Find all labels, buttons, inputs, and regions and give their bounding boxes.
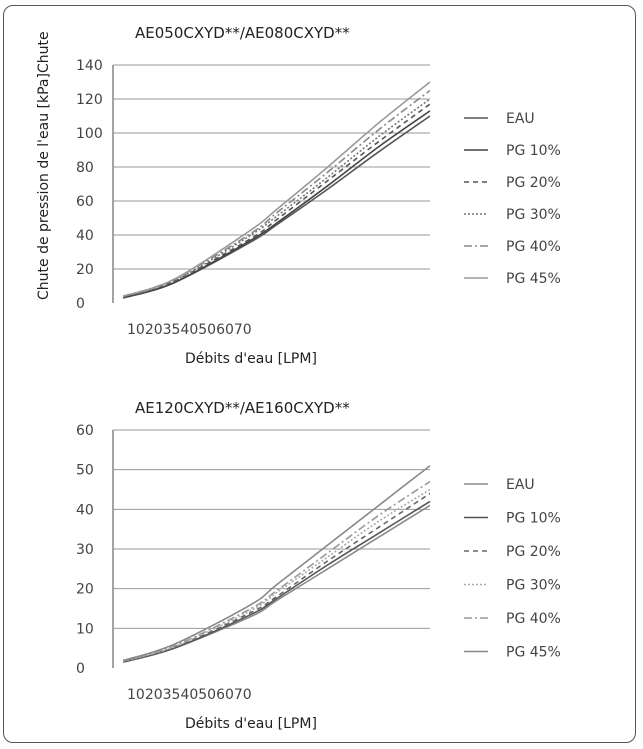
chart2-legend-label: PG 20% bbox=[506, 544, 561, 560]
chart1-ytick-label: 0 bbox=[76, 296, 85, 312]
chart2-ytick-label: 60 bbox=[76, 423, 94, 439]
chart2-ytick-label: 30 bbox=[76, 542, 94, 558]
chart1-series-line-5 bbox=[122, 81, 431, 297]
chart1-legend-label: PG 20% bbox=[506, 175, 561, 191]
chart2-series-line-5 bbox=[122, 465, 431, 662]
chart-2-xticks: 10203540506070 bbox=[127, 687, 252, 703]
chart-1-xticks: 10203540506070 bbox=[127, 322, 252, 338]
chart1-series-line-3 bbox=[122, 98, 431, 297]
chart1-series-line-1 bbox=[122, 110, 431, 299]
chart-1-title: AE050CXYD**/AE080CXYD** bbox=[135, 24, 350, 42]
chart1-legend-label: PG 40% bbox=[506, 239, 561, 255]
chart1-ytick-label: 140 bbox=[76, 58, 103, 74]
chart1-legend-label: EAU bbox=[506, 111, 535, 127]
chart-2-title: AE120CXYD**/AE160CXYD** bbox=[135, 399, 350, 417]
chart2-legend-label: PG 10% bbox=[506, 511, 561, 527]
chart2-ytick-label: 40 bbox=[76, 502, 94, 518]
chart-frame bbox=[3, 5, 636, 743]
chart1-ytick-label: 120 bbox=[76, 92, 103, 108]
chart2-series-line-2 bbox=[123, 492, 431, 663]
chart2-ytick-label: 20 bbox=[76, 582, 94, 598]
chart2-legend-label: PG 40% bbox=[506, 611, 561, 627]
chart1-ytick-label: 60 bbox=[76, 194, 94, 210]
chart-1-ylabel: Chute de pression de l'eau [kPa]Chute bbox=[36, 31, 52, 300]
chart2-series-line-1 bbox=[123, 500, 431, 663]
chart1-ytick-label: 20 bbox=[76, 262, 94, 278]
chart1-series-line-2 bbox=[122, 103, 431, 299]
chart2-series-line-4 bbox=[122, 480, 431, 662]
chart1-legend-label: PG 30% bbox=[506, 207, 561, 223]
chart2-legend-label: PG 30% bbox=[506, 578, 561, 594]
chart2-series-line-3 bbox=[123, 488, 431, 663]
chart2-ytick-label: 0 bbox=[76, 661, 85, 677]
chart-1-xlabel: Débits d'eau [LPM] bbox=[185, 351, 317, 367]
chart-2-xlabel: Débits d'eau [LPM] bbox=[185, 716, 317, 732]
chart1-ytick-label: 40 bbox=[76, 228, 94, 244]
chart2-legend-label: EAU bbox=[506, 477, 535, 493]
chart1-series-line-4 bbox=[122, 89, 431, 297]
chart2-ytick-label: 50 bbox=[76, 463, 94, 479]
chart1-legend-label: PG 10% bbox=[506, 143, 561, 159]
chart1-ytick-label: 80 bbox=[76, 160, 94, 176]
chart2-legend-label: PG 45% bbox=[506, 645, 561, 661]
chart1-ytick-label: 100 bbox=[76, 126, 103, 142]
chart-1: AE050CXYD**/AE080CXYD** Chute de pressio… bbox=[36, 24, 561, 367]
chart1-legend-label: PG 45% bbox=[506, 271, 561, 287]
chart-2: AE120CXYD**/AE160CXYD** Débits d'eau [LP… bbox=[76, 399, 561, 732]
chart2-ytick-label: 10 bbox=[76, 621, 94, 637]
